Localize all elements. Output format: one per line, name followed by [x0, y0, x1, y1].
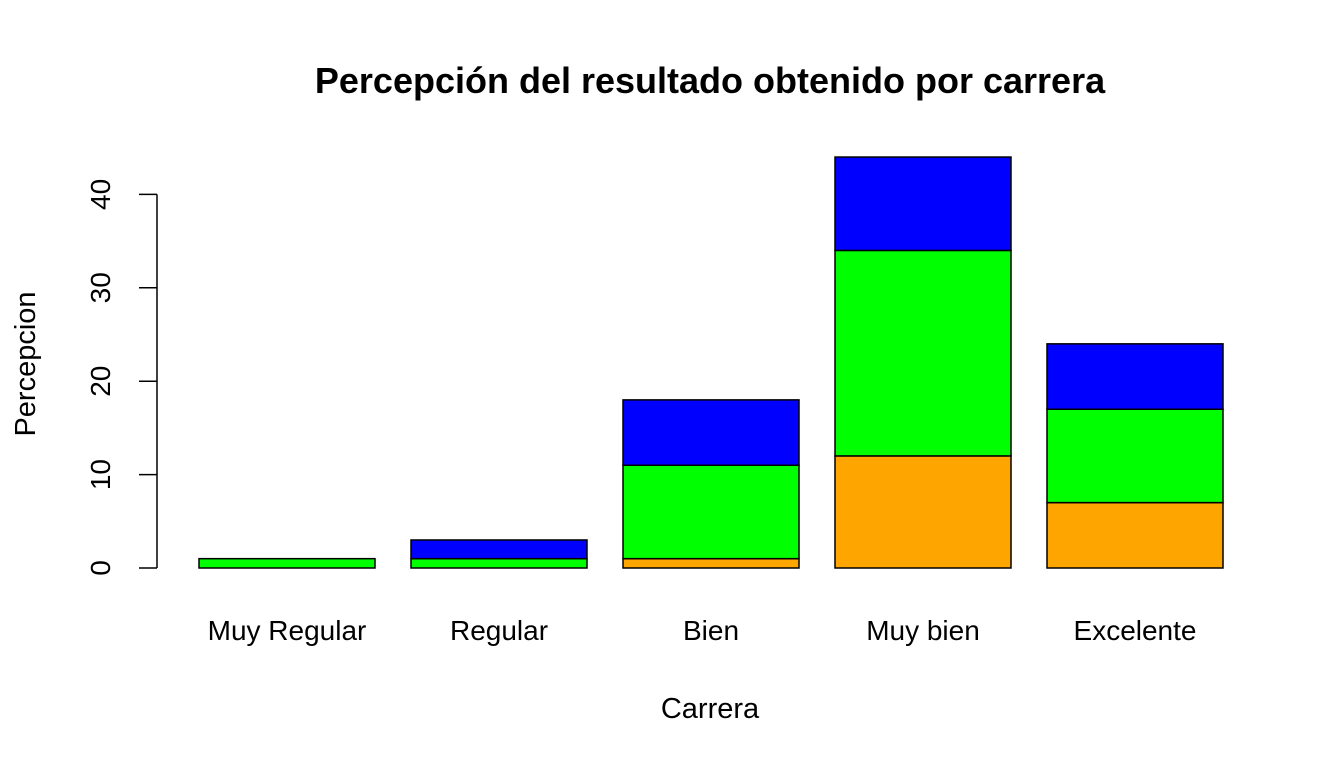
x-category-label: Excelente [1074, 615, 1197, 646]
chart-title: Percepción del resultado obtenido por ca… [315, 60, 1106, 101]
y-tick-label: 0 [85, 560, 116, 576]
bar-segment [1046, 408, 1224, 504]
bar-segment [198, 557, 376, 569]
bar-segment [622, 464, 800, 560]
x-axis-label: Carrera [661, 693, 760, 725]
x-category-label: Bien [683, 615, 739, 646]
bars-group [198, 156, 1224, 569]
bar-segment [834, 455, 1012, 569]
bar-segment [410, 539, 588, 560]
y-axis-label: Percepcion [10, 291, 42, 436]
bar-segment [622, 557, 800, 569]
x-category-label: Regular [450, 615, 548, 646]
bar-segment [834, 249, 1012, 457]
x-category-label: Muy Regular [208, 615, 367, 646]
bar-segment [834, 156, 1012, 252]
bar-segment [1046, 501, 1224, 569]
x-category-label: Muy bien [866, 615, 980, 646]
bar-segment [1046, 343, 1224, 410]
y-axis: 0 10 20 30 40 [85, 179, 158, 576]
y-tick-label: 40 [85, 179, 116, 210]
y-tick-label: 20 [85, 366, 116, 397]
y-tick-label: 10 [85, 459, 116, 490]
bar-segment [410, 557, 588, 569]
bar-segment [622, 399, 800, 467]
category-labels: Muy Regular Regular Bien Muy bien Excelente [208, 615, 1197, 646]
y-tick-label: 30 [85, 272, 116, 303]
